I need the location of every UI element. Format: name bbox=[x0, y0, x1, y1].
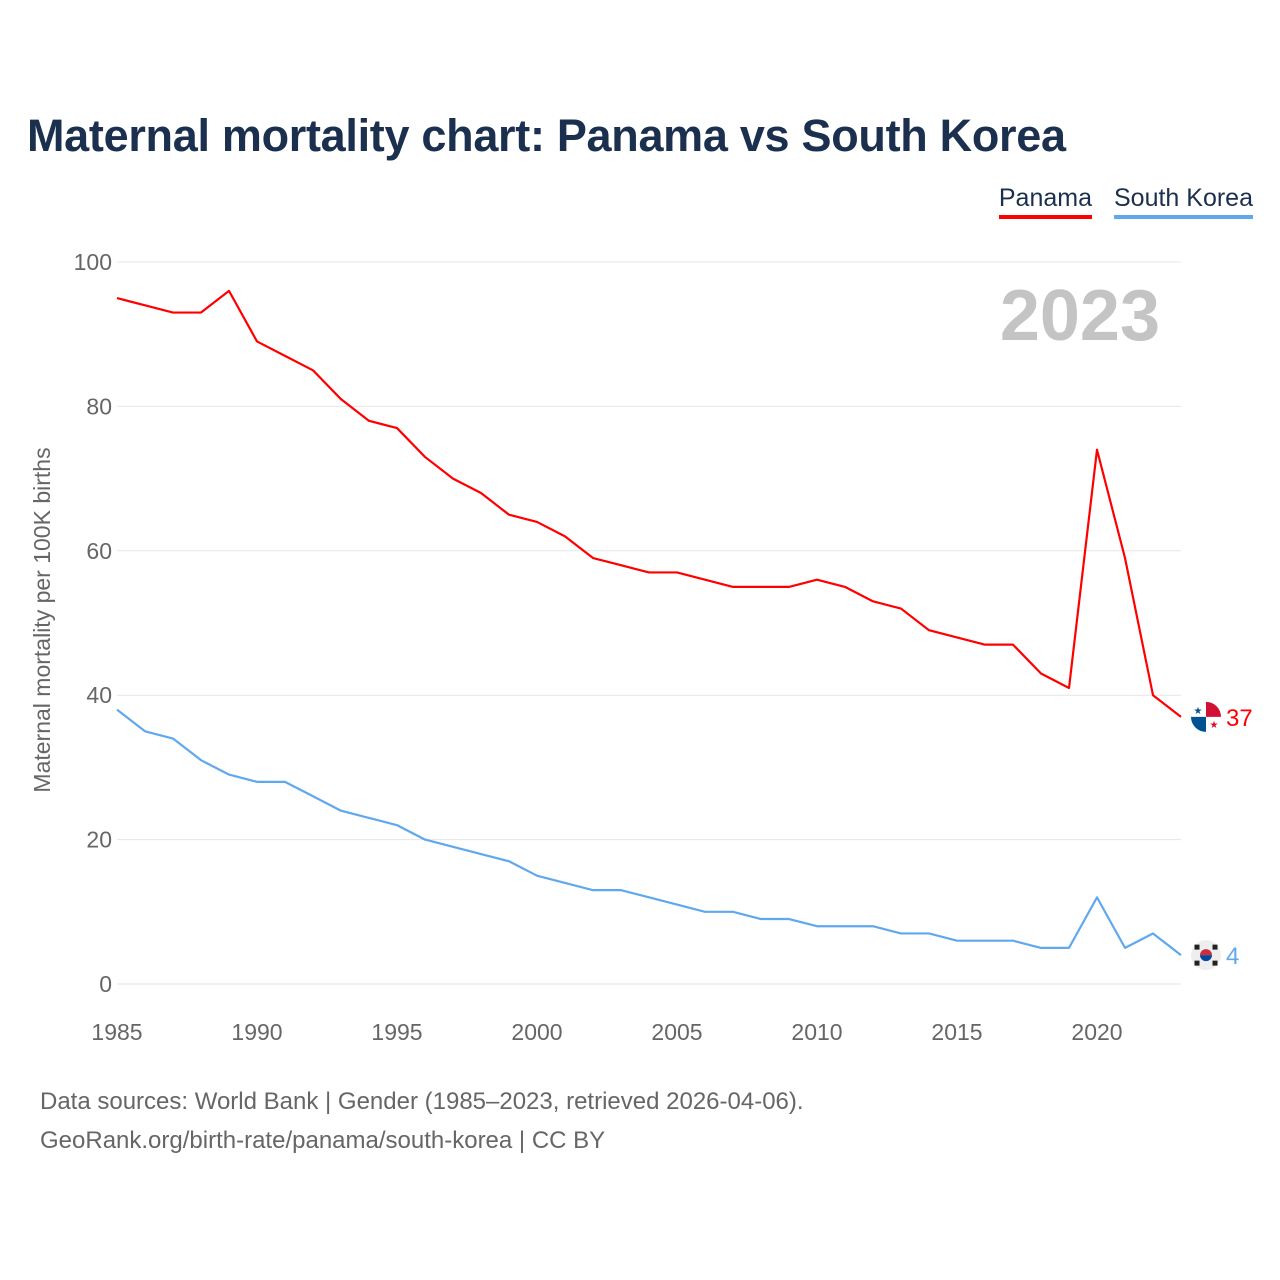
footer-sources: Data sources: World Bank | Gender (1985–… bbox=[40, 1088, 804, 1115]
x-tick-label: 2010 bbox=[791, 1019, 842, 1045]
svg-text:★: ★ bbox=[1210, 720, 1219, 731]
legend: Panama South Korea bbox=[998, 184, 1253, 219]
end-value-label: 37 bbox=[1226, 705, 1253, 732]
x-tick-label: 2005 bbox=[651, 1019, 702, 1045]
x-tick-label: 1990 bbox=[231, 1019, 282, 1045]
series-line-panama bbox=[116, 289, 1182, 718]
y-axis-label: Maternal mortality per 100K births bbox=[29, 447, 55, 792]
y-tick-label: 40 bbox=[86, 682, 112, 708]
south-korea-flag-icon bbox=[1191, 940, 1221, 971]
x-tick-label: 1985 bbox=[91, 1019, 142, 1045]
series-line-south-korea bbox=[116, 708, 1182, 956]
x-tick-label: 2015 bbox=[931, 1019, 982, 1045]
y-tick-label: 60 bbox=[86, 538, 112, 564]
y-tick-label: 100 bbox=[74, 249, 112, 275]
x-tick-label: 2000 bbox=[511, 1019, 562, 1045]
legend-item-south-korea[interactable]: South Korea bbox=[1114, 184, 1253, 219]
legend-item-panama[interactable]: Panama bbox=[998, 184, 1092, 219]
y-tick-label: 0 bbox=[99, 971, 112, 997]
svg-text:★: ★ bbox=[1194, 706, 1203, 717]
year-label: 2023 bbox=[1000, 276, 1160, 356]
x-tick-label: 1995 bbox=[371, 1019, 422, 1045]
page-title: Maternal mortality chart: Panama vs Sout… bbox=[27, 110, 1066, 161]
y-tick-label: 20 bbox=[86, 827, 112, 853]
y-tick-label: 80 bbox=[86, 393, 112, 419]
end-value-label: 4 bbox=[1226, 943, 1239, 970]
footer-link[interactable]: GeoRank.org/birth-rate/panama/south-kore… bbox=[40, 1127, 606, 1154]
x-tick-label: 2020 bbox=[1071, 1019, 1122, 1045]
panama-flag-icon: ★★ bbox=[1191, 701, 1221, 732]
